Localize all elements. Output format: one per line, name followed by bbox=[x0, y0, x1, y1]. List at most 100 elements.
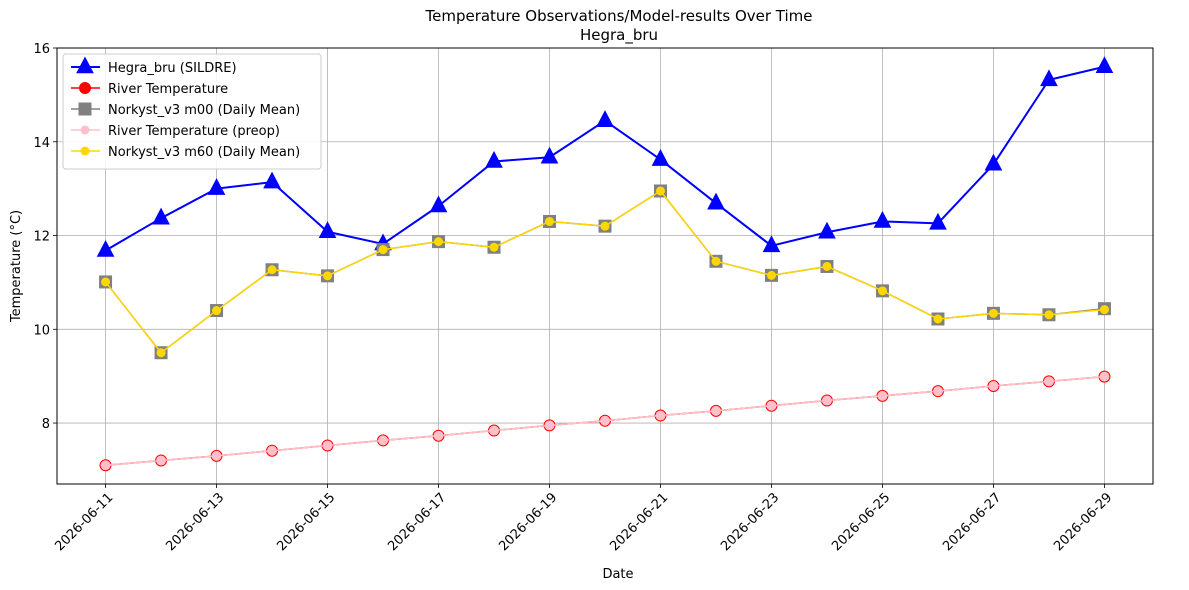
legend-marker bbox=[80, 146, 90, 156]
legend-marker bbox=[76, 56, 94, 74]
data-point bbox=[434, 431, 444, 441]
data-point bbox=[877, 286, 887, 296]
data-point bbox=[877, 391, 887, 401]
data-point bbox=[96, 240, 115, 257]
data-point bbox=[212, 306, 222, 316]
x-axis-label: Date bbox=[602, 567, 633, 582]
data-point bbox=[1095, 56, 1114, 74]
x-tick-label: 2026-06-15 bbox=[274, 490, 338, 554]
series-1 bbox=[96, 56, 1114, 257]
legend-label: River Temperature bbox=[108, 82, 228, 97]
legend-item: Hegra_bru (SILDRE) bbox=[71, 56, 237, 76]
legend-item: Norkyst_v3 m60 (Daily Mean) bbox=[71, 145, 300, 160]
data-point bbox=[263, 171, 281, 189]
data-point bbox=[711, 256, 721, 266]
x-tick-label: 2026-06-23 bbox=[718, 490, 782, 554]
data-point bbox=[873, 210, 892, 228]
legend-label: Norkyst_v3 m60 (Daily Mean) bbox=[108, 145, 300, 160]
data-point bbox=[984, 153, 1003, 171]
x-tick-label: 2026-06-19 bbox=[496, 490, 560, 554]
legend-label: Hegra_bru (SILDRE) bbox=[108, 61, 237, 76]
data-point bbox=[267, 446, 277, 456]
data-point bbox=[1040, 69, 1058, 87]
series-3 bbox=[99, 184, 1111, 360]
data-point bbox=[267, 265, 277, 275]
legend-marker bbox=[80, 125, 90, 135]
data-point bbox=[323, 441, 333, 451]
data-point bbox=[988, 381, 998, 391]
x-tick-label: 2026-06-27 bbox=[940, 490, 1004, 554]
series-line bbox=[104, 190, 1105, 354]
legend-marker bbox=[79, 82, 91, 94]
data-point bbox=[822, 261, 832, 271]
data-point bbox=[429, 195, 448, 213]
y-tick-label: 14 bbox=[33, 136, 50, 151]
x-tick-label: 2026-06-21 bbox=[607, 490, 671, 554]
data-point bbox=[378, 435, 388, 445]
data-point bbox=[933, 386, 943, 396]
data-point bbox=[485, 150, 503, 168]
data-point bbox=[545, 420, 555, 430]
legend-item: River Temperature bbox=[71, 82, 228, 97]
legend: Hegra_bru (SILDRE) River Temperature Norky… bbox=[62, 53, 322, 170]
data-point bbox=[207, 178, 226, 195]
data-point bbox=[1044, 376, 1054, 386]
data-point bbox=[822, 396, 832, 406]
data-point bbox=[933, 314, 943, 324]
data-point bbox=[212, 451, 222, 461]
data-point bbox=[378, 245, 388, 255]
series-4 bbox=[101, 372, 1109, 470]
data-point bbox=[1099, 305, 1109, 315]
data-point bbox=[711, 406, 721, 416]
x-tick-label: 2026-06-25 bbox=[829, 490, 893, 554]
chart-subtitle: Hegra_bru bbox=[580, 26, 658, 45]
legend-item: River Temperature (preop) bbox=[71, 124, 280, 139]
data-point bbox=[101, 460, 111, 470]
legend-label: Norkyst_v3 m00 (Daily Mean) bbox=[108, 103, 300, 118]
data-point bbox=[101, 277, 111, 287]
data-point bbox=[929, 212, 947, 230]
data-point bbox=[1099, 372, 1109, 382]
data-point bbox=[766, 270, 776, 280]
series-line bbox=[104, 190, 1105, 354]
y-tick-label: 16 bbox=[33, 42, 50, 57]
y-tick-label: 10 bbox=[33, 323, 50, 338]
data-point bbox=[152, 207, 170, 225]
data-point bbox=[818, 221, 836, 239]
data-point bbox=[540, 146, 559, 164]
data-point bbox=[1044, 310, 1054, 320]
data-point bbox=[489, 242, 499, 252]
data-point bbox=[766, 401, 776, 411]
data-point bbox=[762, 235, 781, 253]
y-tick-label: 12 bbox=[33, 230, 50, 245]
data-point bbox=[545, 216, 555, 226]
plot-frame bbox=[56, 47, 1154, 485]
data-point bbox=[318, 221, 337, 239]
x-tick-label: 2026-06-29 bbox=[1051, 490, 1115, 554]
series-group bbox=[96, 56, 1114, 472]
y-tick-label: 8 bbox=[42, 417, 50, 432]
series-5 bbox=[101, 186, 1109, 358]
y-axis-label: Temperature (°C) bbox=[9, 210, 24, 323]
legend-label: River Temperature (preop) bbox=[108, 124, 280, 139]
data-point bbox=[323, 271, 333, 281]
data-point bbox=[600, 416, 610, 426]
data-point bbox=[156, 348, 166, 358]
data-point bbox=[707, 192, 725, 210]
x-tick-label: 2026-06-13 bbox=[163, 490, 227, 554]
data-point bbox=[489, 426, 499, 436]
data-point bbox=[156, 456, 166, 466]
x-tick-label: 2026-06-11 bbox=[52, 490, 116, 554]
data-point bbox=[988, 308, 998, 318]
data-point bbox=[596, 110, 614, 127]
legend-marker bbox=[78, 102, 92, 116]
data-point bbox=[655, 186, 665, 196]
legend-box bbox=[62, 53, 322, 170]
data-point bbox=[600, 221, 610, 231]
data-point bbox=[651, 149, 670, 166]
x-tick-label: 2026-06-17 bbox=[385, 490, 449, 554]
data-point bbox=[434, 237, 444, 247]
legend-item: Norkyst_v3 m00 (Daily Mean) bbox=[71, 102, 300, 118]
chart-title: Temperature Observations/Model-results O… bbox=[424, 7, 812, 25]
